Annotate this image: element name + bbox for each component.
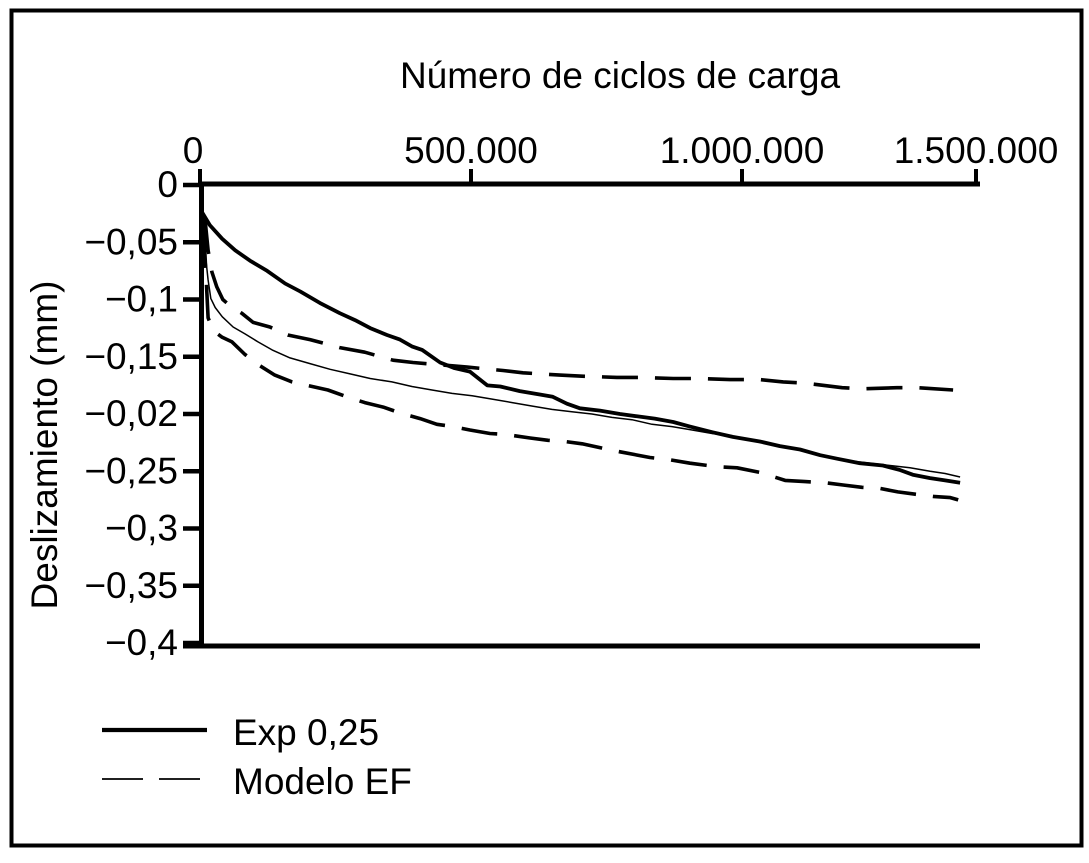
series-lines <box>200 211 961 502</box>
legend: Exp 0,25 Modelo EF <box>102 712 412 802</box>
x-tick-label: 1.000.000 <box>660 130 825 171</box>
y-tick-label: 0 <box>157 164 178 205</box>
y-tick-label: −0,15 <box>84 336 178 377</box>
y-tick-label: −0,4 <box>105 622 178 663</box>
y-tick-label: −0,25 <box>84 450 178 491</box>
y-tick-label: −0,3 <box>105 508 178 549</box>
y-tick-label: −0,1 <box>105 279 178 320</box>
x-tick-label: 0 <box>183 130 204 171</box>
x-tick-label: 1.500.000 <box>894 130 1059 171</box>
y-tick-label: −0,02 <box>84 393 178 434</box>
legend-label-exp-025: Exp 0,25 <box>233 712 379 753</box>
y-tick-label: −0,05 <box>84 221 178 262</box>
series-exp-thin-line <box>202 220 961 478</box>
x-axis-ticks: 0 500.000 1.000.000 1.500.000 <box>183 130 1059 184</box>
series-modelo-ef-lower-line <box>202 231 959 502</box>
x-tick-label: 500.000 <box>404 130 538 171</box>
y-axis-title: Deslizamiento (mm) <box>24 281 65 610</box>
y-tick-label: −0,35 <box>84 565 178 606</box>
series-modelo-ef-upper-line <box>203 218 954 392</box>
x-axis-title: Número de ciclos de carga <box>400 55 841 96</box>
figure-border <box>9 8 1084 848</box>
legend-label-modelo-ef: Modelo EF <box>233 761 412 802</box>
y-axis-ticks: 0 −0,05 −0,1 −0,15 −0,02 −0,25 −0,3 −0,35 −0,4 <box>84 164 201 663</box>
